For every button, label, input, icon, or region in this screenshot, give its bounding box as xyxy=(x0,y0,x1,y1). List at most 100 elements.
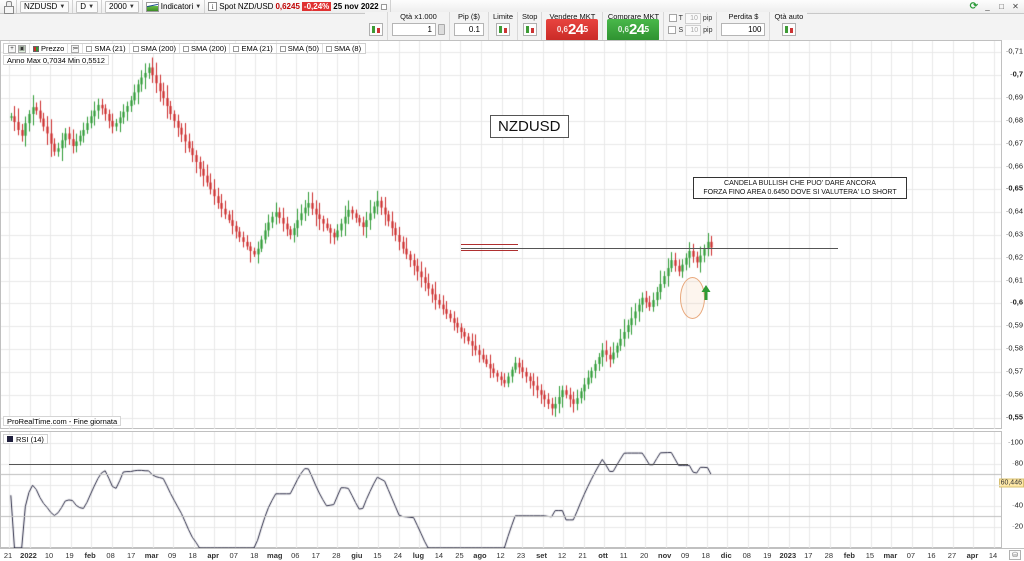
ema21-swatch xyxy=(233,45,240,52)
rsi-pane[interactable]: RSI (14) xyxy=(0,431,1001,548)
auto-qty-icon[interactable] xyxy=(781,23,796,36)
time-axis-tick: 12 xyxy=(496,551,505,560)
price-axis-tick: -0,67 xyxy=(1005,138,1023,148)
rsi-axis-tick: -40 xyxy=(1012,500,1023,510)
close-icon[interactable]: ✕ xyxy=(1012,2,1019,11)
legend-ema21-label: EMA (21) xyxy=(241,44,273,53)
refresh-icon[interactable]: ⟳ xyxy=(969,1,978,12)
rsi-axis-tick: -80 xyxy=(1012,458,1023,468)
indicators-cell[interactable]: Indicatori ▼ xyxy=(143,0,206,13)
sell-market-button[interactable]: 0,6 24 5 xyxy=(546,18,599,41)
time-axis-tick: ott xyxy=(598,551,608,560)
note-annotation[interactable]: CANDELA BULLISH CHE PUO' DARE ANCORA FOR… xyxy=(693,177,907,199)
legend-item-price[interactable]: Prezzo xyxy=(30,44,69,53)
price-axis-tick: -0,69 xyxy=(1005,92,1023,102)
quote-price: 0,6245 xyxy=(275,2,300,11)
loss-input[interactable]: 100 xyxy=(721,23,766,36)
time-axis[interactable]: ⛁ 21 2022 10 19 feb 08 17 mar 09 18 apr 07 18 mag 06 17… xyxy=(0,548,1024,561)
rsi-series xyxy=(1,432,1001,548)
stop-loss-input[interactable]: 10 xyxy=(685,24,702,36)
time-axis-tick: 19 xyxy=(763,551,772,560)
legend-list-icon-cell[interactable]: ≔ xyxy=(68,44,84,53)
bars-selector-cell[interactable]: 2000 ▼ xyxy=(102,0,143,13)
take-profit-checkbox[interactable] xyxy=(668,14,677,22)
rsi-axis-tick: -100 xyxy=(1007,437,1023,447)
timeframe-selector[interactable]: D ▼ xyxy=(76,0,99,13)
time-axis-tick: 20 xyxy=(639,551,649,560)
rsi-color-swatch xyxy=(7,436,13,442)
stop-order-icon[interactable] xyxy=(522,23,537,36)
chevron-down-icon: ▼ xyxy=(88,3,95,10)
rsi-legend[interactable]: RSI (14) xyxy=(3,434,48,444)
sell-price-prefix: 0,6 xyxy=(556,25,568,34)
quantity-input[interactable]: 1 xyxy=(392,23,436,36)
time-axis-tick: 18 xyxy=(188,551,197,560)
legend-item-sma200-b[interactable]: SMA (200) xyxy=(180,44,231,53)
timeframe-selector-cell[interactable]: D ▼ xyxy=(73,0,103,13)
sell-group: Vendere MKT 0,6 24 5 xyxy=(542,12,604,41)
legend-item-sma8[interactable]: SMA (8) xyxy=(323,44,364,53)
time-axis-tick: 06 xyxy=(291,551,300,560)
legend-buttons[interactable]: + ▣ xyxy=(5,44,30,53)
sma50-swatch xyxy=(279,45,286,52)
rsi-legend-label: RSI (14) xyxy=(16,434,44,444)
legend-sma8-label: SMA (8) xyxy=(334,44,362,53)
list-icon[interactable]: ≔ xyxy=(71,44,80,53)
stop-loss-unit: pip xyxy=(703,26,713,34)
time-axis-tick: 07 xyxy=(229,551,238,560)
sma8-swatch xyxy=(326,45,333,52)
support-line[interactable] xyxy=(9,464,688,465)
legend-price-label: Prezzo xyxy=(41,44,65,53)
take-profit-input[interactable]: 10 xyxy=(684,12,701,24)
time-axis-tick: mag xyxy=(267,551,283,560)
symbol-selector-cell[interactable]: NZDUSD ▼ xyxy=(17,0,74,13)
legend-item-sma50[interactable]: SMA (50) xyxy=(277,44,324,53)
time-axis-tick: nov xyxy=(657,551,672,560)
order-settings-icon[interactable] xyxy=(369,23,383,36)
lock-icon[interactable] xyxy=(380,3,387,10)
legend-item-ema21[interactable]: EMA (21) xyxy=(230,44,277,53)
legend-item-sma21[interactable]: SMA (21) xyxy=(83,44,130,53)
auto-qty-group: Qtà auto xyxy=(770,12,807,40)
quantity-stepper[interactable] xyxy=(438,24,445,35)
info-icon[interactable]: i xyxy=(208,2,218,11)
price-axis-tick: -0,66 xyxy=(1005,161,1023,171)
time-axis-tick: 08 xyxy=(742,551,751,560)
price-legend: + ▣ Prezzo ≔ SMA (21) SMA (200) xyxy=(3,43,367,54)
symbol-selector[interactable]: NZDUSD ▼ xyxy=(20,0,70,13)
price-axis[interactable]: -0,71 -0,7 -0,69 -0,68 -0,67 -0,66 -0,65 -0,64 -… xyxy=(1001,40,1024,429)
pip-input[interactable]: 0.1 xyxy=(454,23,484,36)
bars-selector[interactable]: 2000 ▼ xyxy=(105,0,139,13)
chevron-down-icon: ▼ xyxy=(195,3,202,10)
expand-icon[interactable]: + xyxy=(8,44,16,53)
maximize-icon[interactable]: □ xyxy=(999,2,1004,11)
limit-order-icon[interactable] xyxy=(496,23,510,36)
quote-date: 25 nov 2022 xyxy=(333,2,379,11)
resistance-line-upper[interactable] xyxy=(461,244,518,245)
minimize-icon[interactable]: _ xyxy=(985,2,990,11)
visibility-icon[interactable]: ▣ xyxy=(18,44,26,53)
buy-market-button[interactable]: 0,6 24 5 xyxy=(607,18,660,41)
time-axis-tick: dic xyxy=(720,551,732,560)
time-axis-tick: 2022 xyxy=(20,551,37,560)
legend-item-sma200-a[interactable]: SMA (200) xyxy=(130,44,181,53)
price-pane[interactable]: + ▣ Prezzo ≔ SMA (21) SMA (200) xyxy=(0,40,1001,465)
symbol-title-annotation[interactable]: NZDUSD xyxy=(490,115,569,138)
time-axis-tick: 14 xyxy=(988,551,998,560)
stop-group: Stop xyxy=(518,12,543,40)
stop-label: Stop xyxy=(522,12,538,21)
order-entry-panel: Qtà x1.000 1 Pip ($) 0.1 Limite Stop xyxy=(365,12,808,41)
loss-group: Perdita $ 100 xyxy=(717,12,771,40)
quantity-group: Qtà x1.000 1 xyxy=(388,12,450,40)
arrow-up-marker[interactable] xyxy=(700,284,712,300)
highlight-ellipse[interactable] xyxy=(680,277,705,319)
sell-price-sup: 5 xyxy=(583,25,589,34)
resistance-line-lower[interactable] xyxy=(461,250,518,251)
stop-loss-checkbox[interactable] xyxy=(668,26,677,34)
resistance-line[interactable] xyxy=(461,248,838,249)
order-tools-spacer xyxy=(375,12,377,22)
chevron-down-icon: ▼ xyxy=(128,3,135,10)
tp-sl-group: T 10 pip S 10 pip xyxy=(664,12,718,40)
axis-settings-icon[interactable]: ⛁ xyxy=(1009,550,1021,560)
